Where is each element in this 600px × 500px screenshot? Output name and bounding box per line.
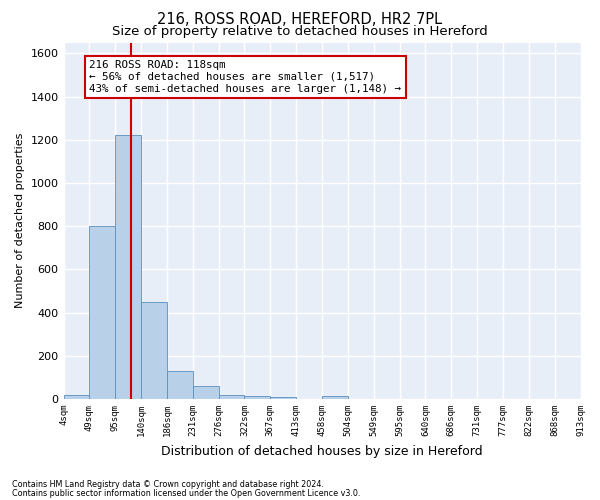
Bar: [141, 302, 167, 399]
Text: Size of property relative to detached houses in Hereford: Size of property relative to detached ho…: [112, 25, 488, 38]
Text: Contains HM Land Registry data © Crown copyright and database right 2024.: Contains HM Land Registry data © Crown c…: [12, 480, 324, 489]
Bar: [244, 396, 271, 399]
Y-axis label: Number of detached properties: Number of detached properties: [15, 133, 25, 308]
Bar: [218, 394, 244, 399]
Bar: [271, 397, 296, 399]
Bar: [322, 396, 348, 399]
Bar: [64, 394, 89, 399]
X-axis label: Distribution of detached houses by size in Hereford: Distribution of detached houses by size …: [161, 444, 483, 458]
Text: 216, ROSS ROAD, HEREFORD, HR2 7PL: 216, ROSS ROAD, HEREFORD, HR2 7PL: [157, 12, 443, 28]
Text: Contains public sector information licensed under the Open Government Licence v3: Contains public sector information licen…: [12, 488, 361, 498]
Bar: [89, 226, 115, 399]
Bar: [115, 136, 141, 399]
Bar: [167, 371, 193, 399]
Bar: [193, 386, 218, 399]
Text: 216 ROSS ROAD: 118sqm
← 56% of detached houses are smaller (1,517)
43% of semi-d: 216 ROSS ROAD: 118sqm ← 56% of detached …: [89, 60, 401, 94]
